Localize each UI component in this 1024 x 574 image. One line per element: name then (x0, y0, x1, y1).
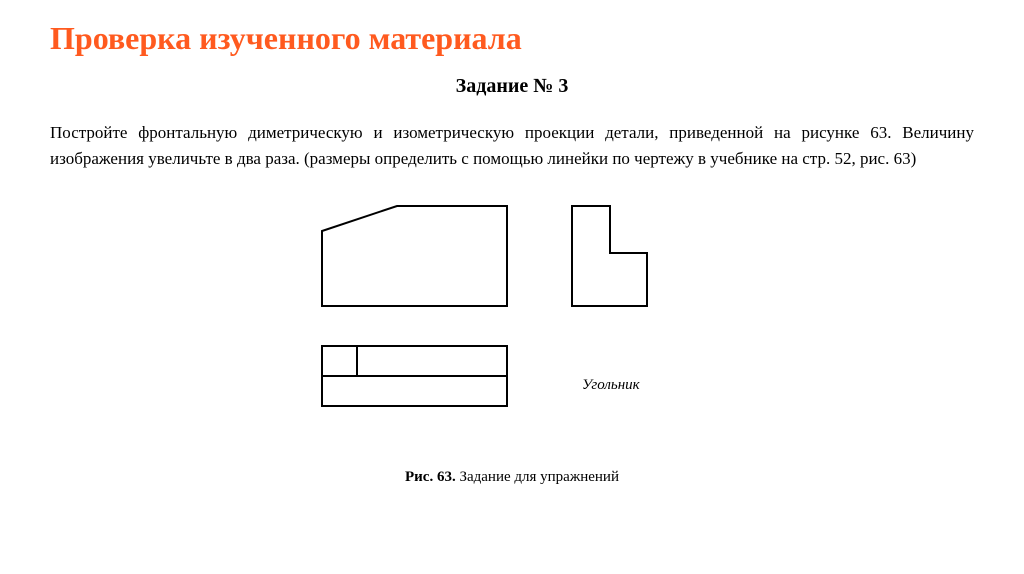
projection-front-view (322, 206, 507, 306)
task-subtitle: Задание № 3 (50, 75, 974, 98)
figure-caption: Рис. 63. Задание для упражнений (50, 469, 974, 486)
projection-side-view (572, 206, 647, 306)
diagram-label: Угольник (582, 377, 641, 393)
page-title: Проверка изученного материала (50, 20, 974, 57)
diagram-container: Угольник (50, 191, 974, 441)
task-body-text: Постройте фронтальную диметрическую и из… (50, 120, 974, 171)
engineering-drawing: Угольник (282, 191, 742, 441)
caption-text: Задание для упражнений (456, 469, 619, 485)
caption-prefix: Рис. 63. (405, 469, 456, 485)
